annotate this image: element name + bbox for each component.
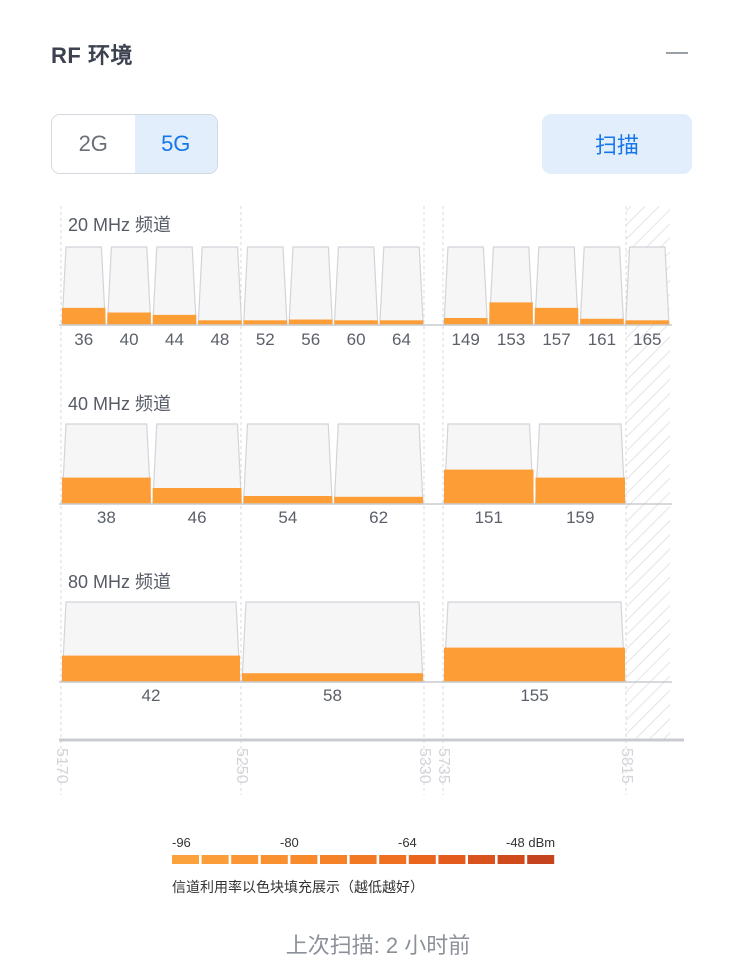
channel-number-label: 40 bbox=[120, 330, 139, 349]
scale-swatch bbox=[379, 855, 407, 864]
channel-number-label: 161 bbox=[588, 330, 616, 349]
channel-utilization-fill bbox=[289, 319, 333, 325]
scale-swatch bbox=[231, 855, 259, 864]
scale-swatch bbox=[320, 855, 347, 864]
channel-utilization-fill bbox=[625, 320, 669, 325]
channel-box[interactable] bbox=[443, 246, 489, 326]
channel-utilization-fill bbox=[489, 302, 533, 325]
scale-swatch bbox=[438, 855, 466, 864]
channel-utilization-fill bbox=[62, 307, 106, 325]
channel-utilization-fill bbox=[444, 317, 488, 325]
channel-utilization-fill bbox=[535, 477, 625, 504]
minus-icon[interactable] bbox=[666, 52, 688, 54]
channel-number-label: 153 bbox=[497, 330, 525, 349]
frequency-tick-label: 5735 bbox=[435, 748, 452, 784]
channel-utilization-fill bbox=[198, 320, 242, 325]
band-5g-button[interactable]: 5G bbox=[134, 115, 217, 173]
scan-button[interactable]: 扫描 bbox=[542, 114, 692, 174]
frequency-tick-label: 5330 bbox=[416, 748, 433, 784]
channel-box[interactable] bbox=[288, 246, 334, 326]
channel-utilization-fill bbox=[242, 673, 423, 682]
channel-utilization-fill bbox=[62, 655, 240, 682]
channel-box[interactable] bbox=[242, 246, 288, 326]
frequency-tick-label: 5250 bbox=[233, 748, 250, 784]
channel-row-label: 40 MHz 频道 bbox=[68, 394, 171, 414]
scale-swatch bbox=[497, 855, 525, 864]
scale-label: -80 bbox=[280, 835, 299, 850]
channel-number-label: 46 bbox=[188, 508, 207, 527]
scale-swatch bbox=[172, 855, 199, 864]
channel-box[interactable] bbox=[152, 246, 197, 326]
channel-number-label: 42 bbox=[142, 686, 161, 705]
channel-number-label: 38 bbox=[97, 508, 116, 527]
channel-number-label: 58 bbox=[323, 686, 342, 705]
channel-number-label: 54 bbox=[278, 508, 297, 527]
scale-swatch bbox=[290, 855, 318, 864]
band-2g-button[interactable]: 2G bbox=[52, 115, 135, 173]
channel-utilization-fill bbox=[444, 469, 534, 504]
channel-utilization-fill bbox=[580, 318, 624, 325]
channel-number-label: 165 bbox=[633, 330, 661, 349]
channel-utilization-fill bbox=[534, 307, 579, 325]
channel-number-label: 36 bbox=[74, 330, 93, 349]
channel-box[interactable] bbox=[241, 601, 424, 683]
channel-box[interactable] bbox=[197, 246, 243, 326]
channel-utilization-fill bbox=[243, 496, 333, 504]
channel-utilization-fill bbox=[379, 320, 424, 325]
channel-row-label: 80 MHz 频道 bbox=[68, 572, 171, 592]
channel-row-label: 20 MHz 频道 bbox=[68, 215, 171, 235]
scale-label: -64 bbox=[398, 835, 417, 850]
scale-label: -48 dBm bbox=[506, 835, 555, 850]
channel-box[interactable] bbox=[579, 246, 625, 326]
channel-number-label: 159 bbox=[566, 508, 594, 527]
scale-swatch bbox=[260, 855, 288, 864]
channel-box[interactable] bbox=[379, 246, 424, 326]
scale-swatch bbox=[349, 855, 377, 864]
channel-number-label: 64 bbox=[392, 330, 411, 349]
channel-utilization-fill bbox=[334, 496, 423, 504]
channel-utilization-fill bbox=[334, 320, 378, 325]
channel-number-label: 48 bbox=[210, 330, 229, 349]
channel-utilization-fill bbox=[107, 312, 151, 325]
channel-box[interactable] bbox=[624, 246, 670, 326]
channel-utilization-fill bbox=[152, 314, 197, 325]
channel-chart: 20 MHz 频道 36 40 44 48 52 56 60 64 149 153 157 161 165… bbox=[53, 206, 684, 795]
scale-swatch bbox=[468, 855, 495, 864]
scale-swatch bbox=[527, 855, 555, 864]
channel-box[interactable] bbox=[333, 423, 424, 505]
channel-box[interactable] bbox=[333, 246, 379, 326]
channel-number-label: 149 bbox=[452, 330, 480, 349]
channel-utilization-fill bbox=[444, 647, 625, 682]
scale-label: -96 bbox=[172, 835, 191, 850]
channel-number-label: 151 bbox=[475, 508, 503, 527]
band-toggle: 2G 5G bbox=[51, 114, 218, 174]
channel-number-label: 60 bbox=[347, 330, 366, 349]
channel-number-label: 155 bbox=[520, 686, 548, 705]
page-title: RF 环境 bbox=[51, 43, 133, 68]
legend-note: 信道利用率以色块填充展示（越低越好） bbox=[172, 879, 424, 895]
channel-number-label: 44 bbox=[165, 330, 184, 349]
channel-utilization-fill bbox=[243, 320, 287, 325]
frequency-tick-label: 5815 bbox=[618, 748, 635, 784]
channel-utilization-fill bbox=[62, 477, 151, 504]
channel-utilization-fill bbox=[152, 488, 242, 504]
scale-swatch bbox=[201, 855, 229, 864]
channel-number-label: 56 bbox=[301, 330, 320, 349]
utilization-color-scale: -96 -80 -64 -48 dBm bbox=[172, 835, 555, 864]
channel-number-label: 157 bbox=[542, 330, 570, 349]
channel-number-label: 62 bbox=[369, 508, 388, 527]
frequency-tick-label: 5170 bbox=[53, 748, 70, 784]
last-scan-status: 上次扫描: 2 小时前 bbox=[285, 933, 471, 958]
channel-number-label: 52 bbox=[256, 330, 275, 349]
scale-swatch bbox=[408, 855, 436, 864]
channel-box[interactable] bbox=[242, 423, 333, 505]
